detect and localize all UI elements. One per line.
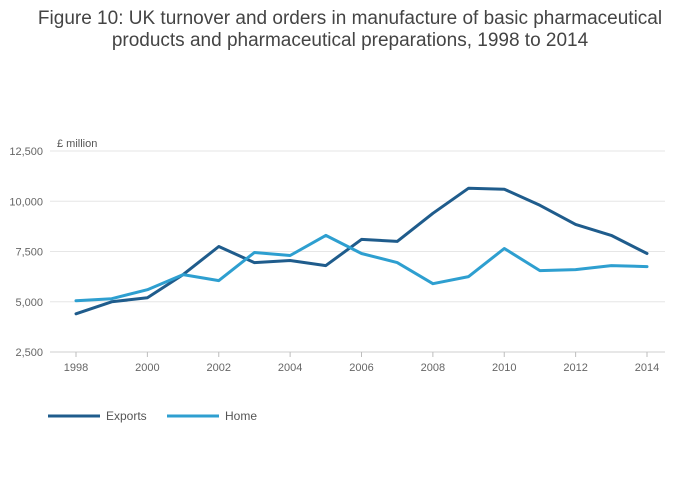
x-tick-label: 2002 [207,362,231,374]
y-tick-label: 7,500 [15,247,43,259]
y-unit-label: £ million [57,138,97,150]
y-tick-label: 10,000 [9,196,43,208]
x-tick-label: 2012 [563,362,587,374]
chart-container: Figure 10: UK turnover and orders in man… [0,0,700,502]
legend: Exports Home [48,409,257,423]
x-tick-label: 2004 [278,362,302,374]
grid-lines: 2,500 5,000 7,500 10,000 12,500 [9,146,665,359]
x-tick-label: 2008 [421,362,445,374]
y-tick-label: 5,000 [15,297,43,309]
x-axis: 1998 2000 2002 2004 2006 2008 2010 2012 2014 [64,352,659,374]
x-tick-label: 1998 [64,362,88,374]
legend-label-home: Home [225,409,257,423]
series-line-home [76,235,647,300]
legend-label-exports: Exports [106,409,147,423]
y-tick-label: 12,500 [9,146,43,158]
line-chart: 2,500 5,000 7,500 10,000 12,500 1998 2000 2002… [0,0,700,502]
x-tick-label: 2000 [135,362,159,374]
y-tick-label: 2,500 [15,347,43,359]
x-tick-label: 2006 [349,362,373,374]
x-tick-label: 2010 [492,362,516,374]
x-tick-label: 2014 [635,362,659,374]
